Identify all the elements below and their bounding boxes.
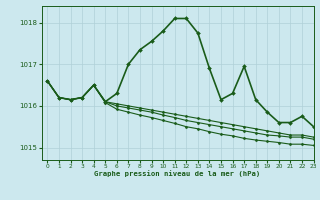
X-axis label: Graphe pression niveau de la mer (hPa): Graphe pression niveau de la mer (hPa) [94, 171, 261, 177]
